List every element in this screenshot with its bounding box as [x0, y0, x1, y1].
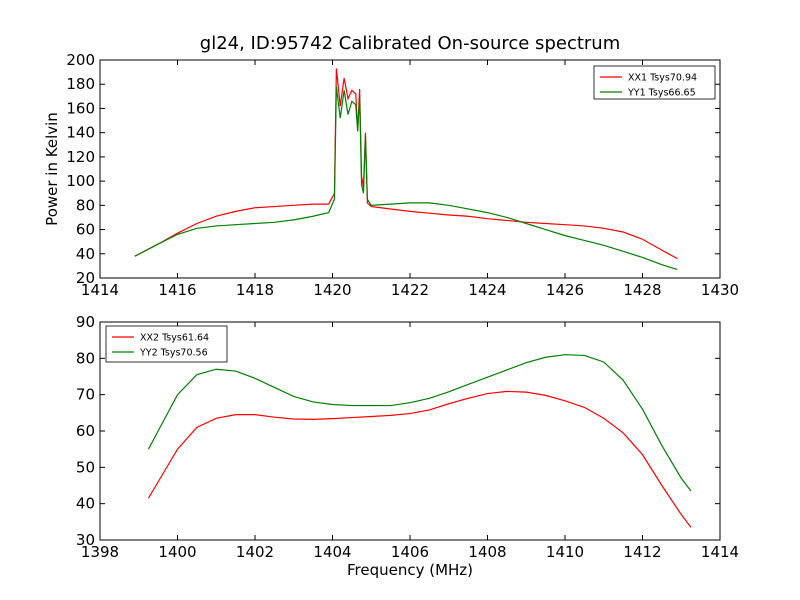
bottom-x-tick-label: 1404: [313, 543, 351, 561]
top-x-tick-label: 1414: [81, 281, 119, 299]
bottom-x-tick-label: 1412: [623, 543, 661, 561]
bottom-legend-label-2: YY2 Tsys70.56: [139, 348, 208, 359]
top-y-tick-label: 40: [76, 245, 95, 263]
top-legend-label-2: YY1 Tsys66.65: [627, 88, 696, 99]
top-y-tick-label: 180: [66, 75, 95, 93]
bottom-y-tick-label: 40: [76, 495, 95, 513]
bottom-legend-label-1: XX2 Tsys61.64: [140, 333, 209, 344]
top-y-tick-label: 120: [66, 148, 95, 166]
top-y-tick-label: 20: [76, 269, 95, 287]
bottom-y-tick-label: 50: [76, 458, 95, 476]
bottom-x-tick-label: 1408: [468, 543, 506, 561]
bottom-y-tick-label: 70: [76, 386, 95, 404]
top-legend-label-1: XX1 Tsys70.94: [628, 73, 697, 84]
top-y-tick-label: 140: [66, 124, 95, 142]
bottom-y-tick-label: 80: [76, 349, 95, 367]
top-x-tick-label: 1428: [623, 281, 661, 299]
top-x-tick-label: 1422: [391, 281, 429, 299]
top-series-line-2: [134, 86, 678, 271]
top-y-tick-label: 160: [66, 99, 95, 117]
top-y-tick-label: 100: [66, 172, 95, 190]
top-x-tick-label: 1430: [701, 281, 739, 299]
bottom-series-line-1: [147, 390, 692, 528]
top-x-tick-label: 1424: [468, 281, 506, 299]
bottom-x-tick-label: 1398: [81, 543, 119, 561]
top-x-tick-label: 1420: [313, 281, 351, 299]
chart-title: gl24, ID:95742 Calibrated On-source spec…: [199, 33, 621, 54]
bottom-x-tick-label: 1410: [546, 543, 584, 561]
bottom-x-axis-label: Frequency (MHz): [346, 561, 474, 579]
top-x-tick-label: 1416: [158, 281, 196, 299]
bottom-y-tick-label: 30: [76, 531, 95, 549]
bottom-y-tick-label: 90: [76, 313, 95, 331]
bottom-legend: [105, 325, 228, 363]
bottom-y-tick-label: 60: [76, 422, 95, 440]
top-legend: [593, 65, 716, 100]
top-y-tick-label: 80: [76, 196, 95, 214]
bottom-x-tick-label: 1400: [158, 543, 196, 561]
bottom-x-tick-label: 1402: [236, 543, 274, 561]
top-x-tick-label: 1418: [236, 281, 274, 299]
top-y-tick-label: 60: [76, 221, 95, 239]
bottom-series-line-2: [147, 354, 692, 492]
top-y-tick-label: 200: [66, 51, 95, 69]
bottom-x-tick-label: 1414: [701, 543, 739, 561]
top-x-tick-label: 1426: [546, 281, 584, 299]
top-spectrum-chart: 1414 1416 1418 1420 1422 1424 1426 1428 1430 20 40…: [66, 51, 739, 299]
bottom-x-tick-label: 1406: [391, 543, 429, 561]
